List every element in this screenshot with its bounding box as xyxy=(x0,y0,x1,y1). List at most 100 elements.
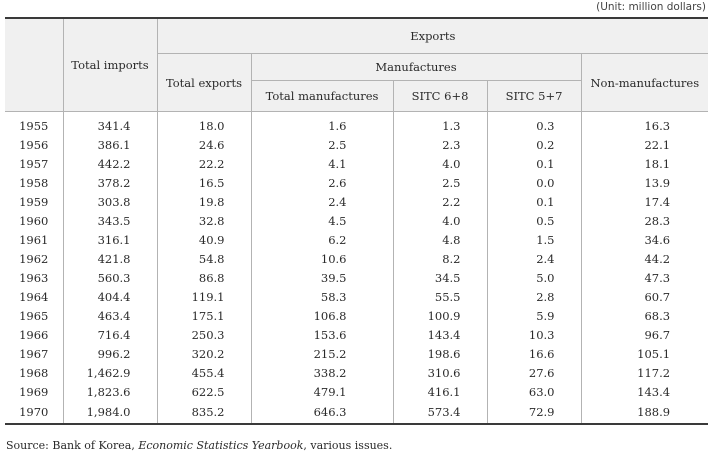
cell-total-imports: 1,462.9 xyxy=(62,363,157,382)
cell-total-exports: 40.9 xyxy=(156,230,251,249)
cell-total-imports: 1,984.0 xyxy=(62,401,157,425)
cell-total-imports: 463.4 xyxy=(62,306,157,325)
table-row: 1958 378.2 16.5 2.6 2.5 0.0 13.9 xyxy=(5,173,709,192)
header-manufactures: Manufactures xyxy=(250,53,582,81)
cell-year: 1961 xyxy=(19,232,49,247)
source-prefix: Source: Bank of Korea, xyxy=(6,439,139,452)
cell-sitc-68: 310.6 xyxy=(392,363,487,382)
cell-sitc-57: 5.9 xyxy=(486,306,581,325)
cell-sitc-57: 10.3 xyxy=(486,325,581,344)
cell-non-manufactures: 18.1 xyxy=(580,154,709,173)
cell-sitc-68: 143.4 xyxy=(392,325,487,344)
cell-total-imports: 560.3 xyxy=(62,268,157,287)
cell-non-manufactures: 96.7 xyxy=(580,325,709,344)
cell-total-imports: 378.2 xyxy=(62,173,157,192)
cell-total-exports: 835.2 xyxy=(156,401,251,425)
cell-total-manufactures: 4.5 xyxy=(250,211,393,230)
cell-non-manufactures: 13.9 xyxy=(580,173,709,192)
header-sitc-68: SITC 6+8 xyxy=(392,80,488,112)
cell-non-manufactures: 22.1 xyxy=(580,135,709,154)
cell-total-manufactures: 6.2 xyxy=(250,230,393,249)
cell-total-imports: 343.5 xyxy=(62,211,157,230)
table-row: 1967 996.2 320.2 215.2 198.6 16.6 105.1 xyxy=(5,344,709,363)
cell-total-exports: 320.2 xyxy=(156,344,251,363)
cell-sitc-68: 2.2 xyxy=(392,192,487,211)
cell-sitc-57: 0.2 xyxy=(486,135,581,154)
cell-non-manufactures: 47.3 xyxy=(580,268,709,287)
cell-non-manufactures: 17.4 xyxy=(580,192,709,211)
cell-sitc-68: 4.8 xyxy=(392,230,487,249)
cell-total-imports: 1,823.6 xyxy=(62,382,157,401)
header-year xyxy=(5,17,64,112)
table-row: 1960 343.5 32.8 4.5 4.0 0.5 28.3 xyxy=(5,211,709,230)
cell-sitc-57: 0.5 xyxy=(486,211,581,230)
cell-sitc-57: 27.6 xyxy=(486,363,581,382)
cell-sitc-57: 16.6 xyxy=(486,344,581,363)
cell-total-imports: 421.8 xyxy=(62,249,157,268)
cell-sitc-57: 2.4 xyxy=(486,249,581,268)
cell-total-manufactures: 106.8 xyxy=(250,306,393,325)
cell-sitc-68: 100.9 xyxy=(392,306,487,325)
table-row: 1966 716.4 250.3 153.6 143.4 10.3 96.7 xyxy=(5,325,709,344)
cell-sitc-57: 1.5 xyxy=(486,230,581,249)
cell-non-manufactures: 16.3 xyxy=(580,111,709,135)
cell-total-exports: 19.8 xyxy=(156,192,251,211)
cell-total-exports: 622.5 xyxy=(156,382,251,401)
cell-sitc-68: 1.3 xyxy=(392,111,487,135)
table-row: 1969 1,823.6 622.5 479.1 416.1 63.0 143.4 xyxy=(5,382,709,401)
cell-non-manufactures: 105.1 xyxy=(580,344,709,363)
cell-total-manufactures: 58.3 xyxy=(250,287,393,306)
cell-total-exports: 18.0 xyxy=(156,111,251,135)
cell-year: 1963 xyxy=(19,270,49,285)
cell-year: 1965 xyxy=(19,308,49,323)
cell-non-manufactures: 60.7 xyxy=(580,287,709,306)
unit-note: (Unit: million dollars) xyxy=(596,1,706,13)
source-title: Economic Statistics Yearbook xyxy=(138,439,304,452)
cell-sitc-68: 55.5 xyxy=(392,287,487,306)
cell-total-exports: 22.2 xyxy=(156,154,251,173)
table-row: 1968 1,462.9 455.4 338.2 310.6 27.6 117.2 xyxy=(5,363,709,382)
cell-sitc-68: 4.0 xyxy=(392,154,487,173)
cell-sitc-68: 416.1 xyxy=(392,382,487,401)
source-suffix: , various issues. xyxy=(303,439,393,452)
cell-total-exports: 175.1 xyxy=(156,306,251,325)
table-row: 1963 560.3 86.8 39.5 34.5 5.0 47.3 xyxy=(5,268,709,287)
cell-sitc-57: 0.1 xyxy=(486,154,581,173)
cell-year: 1964 xyxy=(19,289,49,304)
cell-total-exports: 16.5 xyxy=(156,173,251,192)
cell-total-imports: 316.1 xyxy=(62,230,157,249)
cell-year: 1956 xyxy=(19,137,49,152)
header-total-exports: Total exports xyxy=(156,53,252,112)
cell-non-manufactures: 34.6 xyxy=(580,230,709,249)
cell-year: 1955 xyxy=(19,118,49,133)
cell-non-manufactures: 143.4 xyxy=(580,382,709,401)
table-row: 1961 316.1 40.9 6.2 4.8 1.5 34.6 xyxy=(5,230,709,249)
cell-total-manufactures: 338.2 xyxy=(250,363,393,382)
table-row: 1957 442.2 22.2 4.1 4.0 0.1 18.1 xyxy=(5,154,709,173)
cell-non-manufactures: 44.2 xyxy=(580,249,709,268)
table-body: 1955 341.4 18.0 1.6 1.3 0.3 16.3 1956 386.1 24.6 2… xyxy=(5,111,709,425)
cell-total-manufactures: 2.4 xyxy=(250,192,393,211)
cell-non-manufactures: 28.3 xyxy=(580,211,709,230)
cell-sitc-57: 2.8 xyxy=(486,287,581,306)
table-row: 1956 386.1 24.6 2.5 2.3 0.2 22.1 xyxy=(5,135,709,154)
cell-total-imports: 303.8 xyxy=(62,192,157,211)
cell-sitc-68: 34.5 xyxy=(392,268,487,287)
cell-year: 1959 xyxy=(19,194,49,209)
header-exports: Exports xyxy=(156,17,709,54)
cell-sitc-57: 0.0 xyxy=(486,173,581,192)
table-row: 1962 421.8 54.8 10.6 8.2 2.4 44.2 xyxy=(5,249,709,268)
table-row: 1959 303.8 19.8 2.4 2.2 0.1 17.4 xyxy=(5,192,709,211)
trade-table: Total imports Exports Total exports Manu… xyxy=(5,17,709,425)
cell-sitc-68: 8.2 xyxy=(392,249,487,268)
table-row: 1955 341.4 18.0 1.6 1.3 0.3 16.3 xyxy=(5,111,709,135)
cell-total-manufactures: 10.6 xyxy=(250,249,393,268)
cell-total-manufactures: 479.1 xyxy=(250,382,393,401)
cell-total-imports: 442.2 xyxy=(62,154,157,173)
cell-total-exports: 455.4 xyxy=(156,363,251,382)
cell-sitc-68: 4.0 xyxy=(392,211,487,230)
cell-total-exports: 119.1 xyxy=(156,287,251,306)
cell-non-manufactures: 68.3 xyxy=(580,306,709,325)
cell-total-exports: 24.6 xyxy=(156,135,251,154)
cell-total-manufactures: 646.3 xyxy=(250,401,393,425)
